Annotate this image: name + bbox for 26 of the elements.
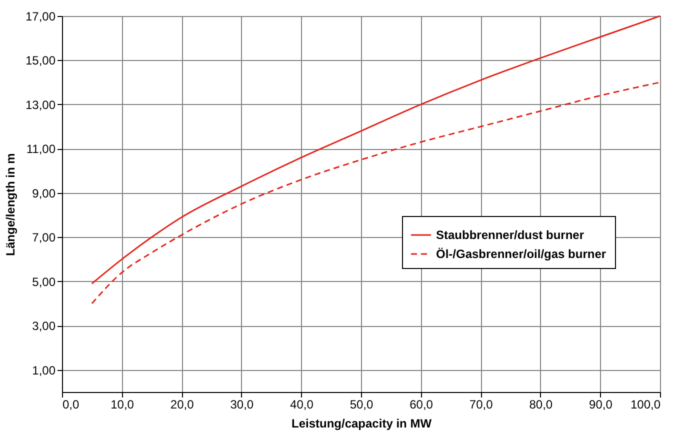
x-tick-label: 10,0	[110, 398, 134, 412]
y-tick-label: 17,00	[25, 10, 56, 24]
y-tick-label: 7,00	[32, 230, 56, 245]
legend-label: Öl-/Gasbrenner/oil/gas burner	[436, 247, 606, 261]
y-tick-label: 9,00	[32, 186, 56, 200]
line-series	[91, 82, 661, 304]
x-tick-label: 70,0	[469, 398, 494, 412]
x-tick-label: 40,0	[290, 398, 314, 412]
x-tick-label: 20,0	[170, 398, 194, 412]
x-tick-label: 30,0	[230, 398, 254, 412]
line-series	[91, 15, 661, 284]
x-axis-title: Leistung/capacity in MW	[291, 416, 432, 430]
legend-label: Staubbrenner/dust burner	[436, 228, 584, 242]
x-tick-label: 60,0	[410, 398, 434, 412]
y-tick-label: 13,00	[25, 98, 56, 112]
y-tick-label: 1,00	[32, 363, 56, 378]
y-tick-label: 5,00	[32, 274, 56, 289]
y-tick-label: 11,00	[26, 142, 56, 156]
x-tick-label: 90,0	[589, 398, 613, 412]
y-tick-label: 15,00	[25, 54, 56, 68]
x-tick-label: 80,0	[529, 398, 553, 412]
y-tick-label: 3,00	[32, 319, 56, 334]
x-tick-label: 100,0	[630, 398, 661, 412]
x-tick-label: 0,0	[62, 398, 80, 412]
x-tick-label: 50,0	[350, 398, 374, 412]
y-axis-title: Länge/length in m	[3, 153, 18, 256]
